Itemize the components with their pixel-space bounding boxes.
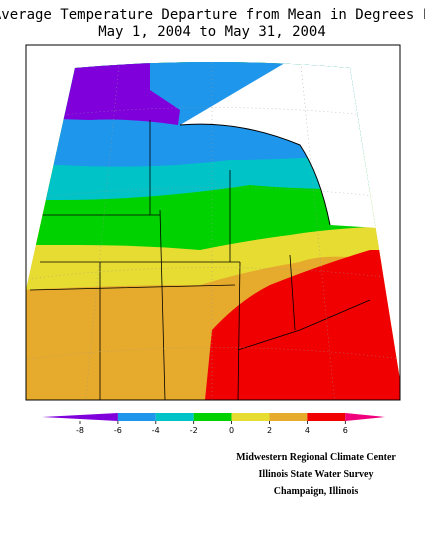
colorbar-tick-label: -8 bbox=[76, 426, 84, 435]
colorbar-tick-label: 0 bbox=[229, 426, 234, 435]
credit-line: Illinois State Water Survey bbox=[259, 469, 374, 480]
colorbar-tick-label: 2 bbox=[267, 426, 272, 435]
boundaries bbox=[26, 120, 371, 400]
credit-line: Midwestern Regional Climate Center bbox=[236, 452, 396, 463]
region-nodata bbox=[180, 62, 400, 230]
colorbar-tick-label: -4 bbox=[152, 426, 160, 435]
colorbar-tick-label: -2 bbox=[190, 426, 198, 435]
colorbar-segment bbox=[269, 413, 308, 421]
map bbox=[26, 62, 400, 400]
colorbar-tick-label: 4 bbox=[305, 426, 310, 435]
colorbar-segment bbox=[231, 413, 270, 421]
map-frame bbox=[25, 44, 401, 401]
colorbar-arrow bbox=[42, 413, 118, 421]
region-red bbox=[205, 250, 400, 400]
colorbar-segment bbox=[307, 413, 346, 421]
colorbar-arrow bbox=[345, 413, 386, 421]
colorbar-segment bbox=[155, 413, 194, 421]
colorbar-tick-label: 6 bbox=[343, 426, 348, 435]
colorbar-segment bbox=[193, 413, 232, 421]
title-line: May 1, 2004 to May 31, 2004 bbox=[98, 24, 326, 40]
title-line: Average Temperature Departure from Mean … bbox=[0, 7, 425, 23]
colorbar-segment bbox=[117, 413, 156, 421]
credit-line: Champaign, Illinois bbox=[274, 486, 359, 497]
colorbar-tick-label: -6 bbox=[114, 426, 122, 435]
colorbar: -8 -6 -4 -2 0 2 4 6 bbox=[42, 413, 386, 435]
